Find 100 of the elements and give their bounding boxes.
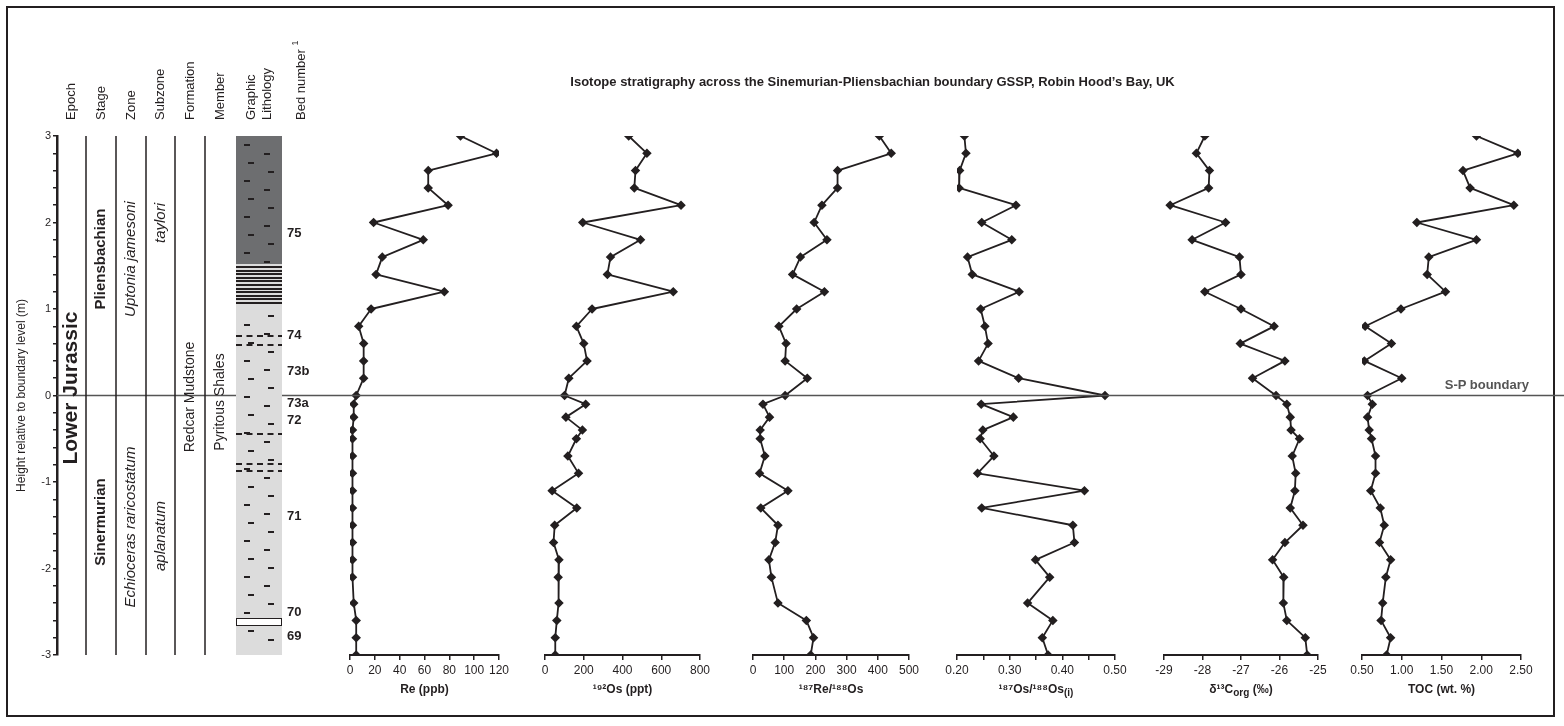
x-tick-label: 0.50 — [1103, 662, 1127, 677]
point — [1290, 486, 1300, 496]
point — [1509, 200, 1519, 210]
point — [1396, 304, 1406, 314]
point — [1031, 555, 1040, 565]
point — [1412, 218, 1422, 227]
x-tick-label: 80 — [442, 662, 457, 677]
point — [350, 412, 359, 422]
point — [1366, 486, 1376, 496]
point — [676, 200, 686, 210]
point — [817, 200, 827, 210]
x-tick-label: Member — [212, 71, 228, 120]
ref-line-label: S-P boundary — [1444, 376, 1530, 392]
x-tick-label: Formation — [181, 61, 197, 120]
point — [1282, 616, 1292, 625]
point — [758, 399, 768, 409]
point — [820, 287, 829, 297]
point — [765, 412, 774, 422]
point — [602, 270, 612, 279]
point — [1007, 235, 1017, 245]
point — [983, 339, 993, 348]
point — [366, 304, 376, 314]
point — [796, 252, 805, 262]
point — [354, 321, 364, 331]
point — [792, 304, 802, 314]
point — [755, 434, 765, 444]
point — [1300, 633, 1310, 643]
point — [1236, 270, 1246, 279]
point — [774, 321, 784, 331]
point — [582, 356, 592, 366]
x-axis-title: ¹⁸⁷Re/¹⁸⁸Os — [797, 682, 865, 696]
x-tick-label: 0 — [749, 662, 757, 677]
point — [801, 616, 811, 625]
annotation: 73a — [287, 394, 310, 410]
annotation: Echioceras raricostatum — [121, 446, 139, 608]
point — [377, 252, 387, 262]
point — [572, 503, 582, 513]
point — [553, 572, 563, 582]
point — [1387, 339, 1396, 348]
point — [833, 166, 842, 175]
point — [423, 166, 433, 175]
x-tick-label: 0 — [541, 662, 549, 677]
point — [369, 218, 378, 227]
annotation: 74 — [287, 326, 303, 342]
annotation: Pyritous Shales — [211, 353, 228, 451]
point — [549, 538, 558, 547]
x-tick-label: 100 — [464, 662, 485, 677]
point — [552, 616, 562, 625]
point — [886, 148, 896, 158]
annotation: Sinermurian — [91, 478, 109, 566]
x-tick-label: Stage — [92, 86, 108, 120]
point — [957, 166, 965, 175]
annotation: 70 — [287, 603, 302, 619]
point — [1221, 218, 1230, 227]
x-tick-label: 40 — [392, 662, 407, 677]
point — [809, 633, 818, 643]
point — [1205, 166, 1214, 175]
point — [781, 339, 791, 348]
point — [1378, 598, 1388, 608]
y-tick-label: 0 — [44, 388, 51, 401]
point — [606, 252, 615, 262]
annotation: 69 — [287, 627, 302, 643]
point — [1280, 538, 1290, 547]
point — [773, 520, 783, 530]
x-tick-label: 2.00 — [1469, 662, 1494, 677]
point — [822, 235, 832, 245]
y-tick-label: -3 — [41, 648, 51, 661]
point — [1422, 270, 1432, 279]
annotation: 75 — [287, 224, 302, 240]
point — [550, 520, 560, 530]
point — [561, 412, 571, 422]
point — [1045, 572, 1055, 582]
point — [1236, 304, 1246, 314]
point — [571, 321, 581, 331]
point — [578, 218, 588, 227]
point — [756, 503, 766, 513]
x-axis-title: Re (ppb) — [399, 682, 450, 696]
point — [1371, 451, 1380, 461]
point — [967, 270, 977, 279]
point — [1285, 412, 1295, 422]
x-tick-label: 0.20 — [945, 662, 969, 677]
annotation: taylori — [150, 202, 168, 244]
point — [1424, 252, 1434, 262]
point — [1248, 373, 1257, 383]
point — [1379, 520, 1389, 530]
point — [755, 468, 764, 478]
x-tick-label: 800 — [689, 662, 711, 677]
point — [1278, 598, 1288, 608]
point — [755, 425, 765, 435]
point — [1268, 555, 1277, 565]
point — [973, 468, 982, 478]
annotation: 72 — [287, 411, 302, 427]
point — [1279, 572, 1289, 582]
annotation: Uptonia jamesoni — [121, 200, 139, 317]
point — [1269, 321, 1279, 331]
point — [1048, 616, 1058, 625]
point — [1014, 373, 1024, 383]
point — [1068, 520, 1078, 530]
point — [980, 321, 990, 331]
point — [773, 598, 783, 608]
